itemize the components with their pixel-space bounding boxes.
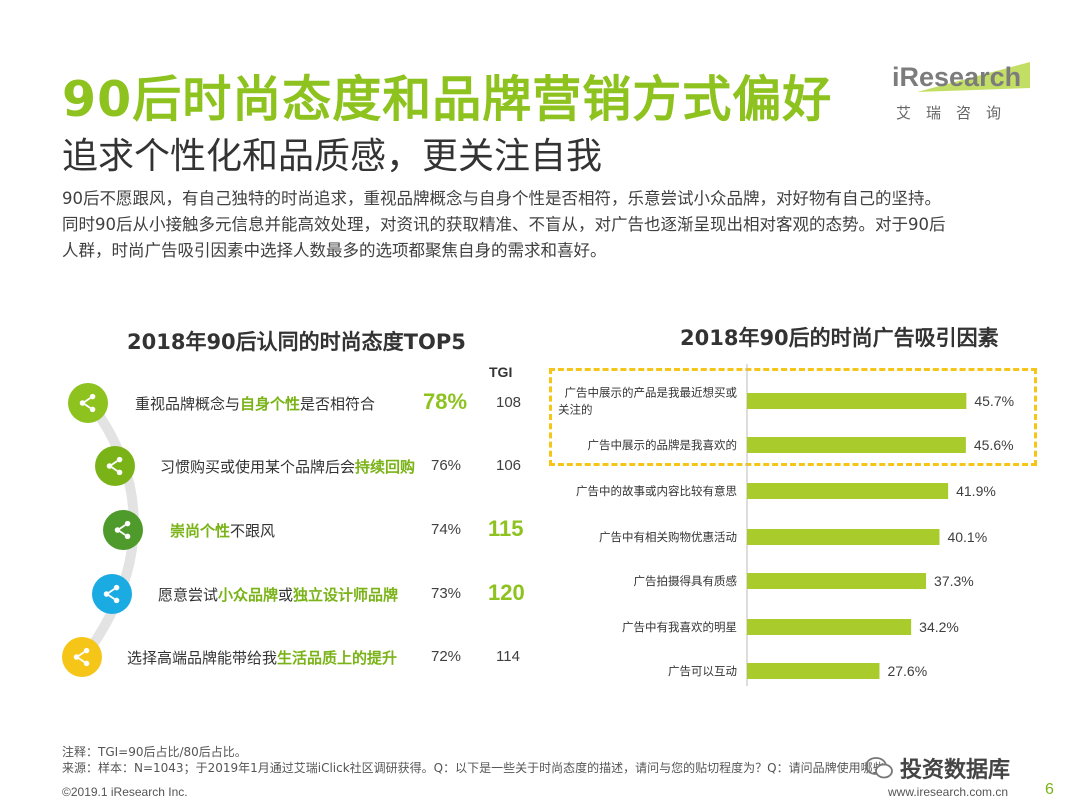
label-text: 是否相符合 [300,395,376,413]
category-label: 广告中展示的品牌是我喜欢的 [588,438,738,452]
logo-subtext: 艾瑞咨询 [896,104,1017,122]
attitude-percent: 72% [431,648,462,665]
bar-value-label: 40.1% [947,529,987,545]
intro-text: 90后不愿跟风，有自己独特的时尚追求，重视品牌概念与自身个性是否相符，乐意尝试小… [62,186,1037,264]
highlight-text: 崇尚个性 [170,522,231,540]
highlight-text: 生活品质上的提升 [277,649,398,667]
bar-value-label: 34.2% [919,619,959,635]
highlight-text: 小众品牌 [218,586,279,604]
label-text: 愿意尝试 [158,586,219,604]
label-text: 选择高端品牌能带给我 [127,649,278,667]
attitude-label: 习惯购买或使用某个品牌后会持续回购 [160,456,415,477]
category-label: 广告可以互动 [668,664,737,678]
highlight-text: 自身个性 [240,395,301,413]
attitude-percent: 73% [431,585,462,602]
iresearch-logo: iResearch 艾瑞咨询 [892,62,1032,124]
bar [747,393,967,409]
watermark: 投资数据库 [864,748,1064,788]
page-subtitle: 追求个性化和品质感，更关注自我 [62,136,603,177]
bar-value-label: 45.7% [974,393,1014,409]
category-label: 广告拍摄得具有质感 [634,574,738,588]
label-text: 或 [278,586,294,604]
label-text: 不跟风 [230,522,276,540]
attitude-percent: 74% [431,521,462,538]
share-icon [103,510,143,550]
category-label: 广告中的故事或内容比较有意思 [576,484,737,498]
attitude-percent: 78% [423,389,468,414]
attitude-label: 选择高端品牌能带给我生活品质上的提升 [127,647,397,668]
category-label: 广告中展示的产品是我最近想买或 [565,386,738,400]
bar-value-label: 45.6% [974,437,1014,453]
bar [747,437,966,453]
attitude-percent: 76% [431,457,462,474]
label-text: 习惯购买或使用某个品牌后会 [160,458,356,476]
attitude-tgi: 114 [496,648,520,665]
bar-value-label: 37.3% [934,573,974,589]
tgi-header: TGI [489,364,513,380]
watermark-text: 投资数据库 [900,758,1011,783]
highlight-text: 独立设计师品牌 [293,586,399,604]
attitude-tgi: 108 [496,394,522,411]
bar [747,663,880,679]
category-label: 广告中有相关购物优惠活动 [599,530,737,544]
share-icon [92,574,132,614]
attitude-tgi: 115 [488,516,524,541]
note-tgi: 注释：TGI=90后占比/80后占比。 [62,745,247,759]
page-title: 90后时尚态度和品牌营销方式偏好 [62,71,833,128]
attitude-tgi: 106 [496,457,522,474]
bar [747,619,912,635]
bar [747,573,927,589]
left-panel-title: 2018年90后认同的时尚态度TOP5 [127,330,466,354]
note-source: 来源：样本：N=1043；于2019年1月通过艾瑞iClick社区调研获得。Q：… [62,761,885,775]
logo-text: iResearch [892,62,1022,92]
bar-value-label: 41.9% [956,483,996,499]
category-label: 广告中有我喜欢的明星 [622,620,737,634]
bar [747,529,940,545]
intro-line: 人群，时尚广告吸引因素中选择人数最多的选项都聚焦自身的需求和喜好。 [62,241,607,260]
highlight-box [549,368,1037,466]
attitude-label: 崇尚个性不跟风 [170,520,275,541]
share-icon [68,383,108,423]
share-icon [95,446,135,486]
label-text: 重视品牌概念与 [135,395,241,413]
intro-line: 90后不愿跟风，有自己独特的时尚追求，重视品牌概念与自身个性是否相符，乐意尝试小… [62,189,941,208]
logo-swoosh-icon [917,62,1030,92]
copyright: ©2019.1 iResearch Inc. [62,785,188,799]
notes: 注释：TGI=90后占比/80后占比。 来源：样本：N=1043；于2019年1… [62,744,885,776]
attitude-label: 愿意尝试小众品牌或独立设计师品牌 [158,584,398,605]
bar-value-label: 27.6% [887,663,927,679]
attitude-label: 重视品牌概念与自身个性是否相符合 [135,393,375,414]
highlight-text: 持续回购 [355,458,416,476]
page-number: 6 [1045,781,1054,798]
category-label: 关注的 [558,403,593,417]
share-icon [62,637,102,677]
intro-line: 同时90后从小接触多元信息并能高效处理，对资讯的获取精准、不盲从，对广告也逐渐呈… [62,215,946,234]
bar [747,483,949,499]
chart-title: 2018年90后的时尚广告吸引因素 [680,326,999,350]
attitude-tgi: 120 [488,580,525,605]
site-url: www.iresearch.com.cn [888,785,1009,799]
wechat-icon [865,757,893,779]
